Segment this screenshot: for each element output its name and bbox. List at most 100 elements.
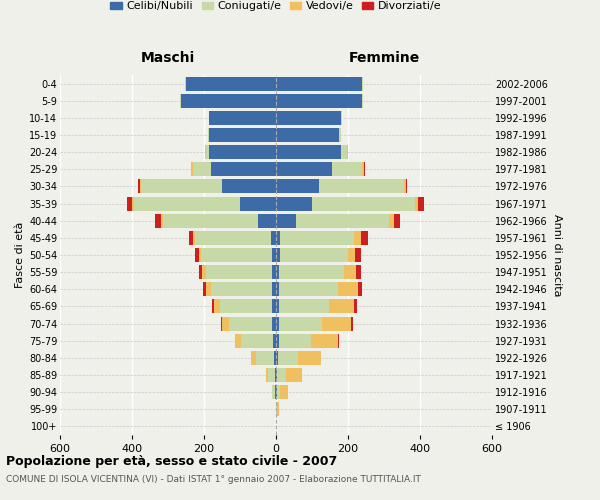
Bar <box>181 94 276 108</box>
Text: Femmine: Femmine <box>349 51 419 65</box>
Bar <box>140 180 141 194</box>
Bar <box>389 214 394 228</box>
Bar <box>138 180 140 194</box>
Bar <box>206 265 272 279</box>
Bar <box>276 180 319 194</box>
Bar <box>276 76 362 90</box>
Bar <box>329 300 355 314</box>
Bar <box>272 248 276 262</box>
Bar <box>276 111 341 125</box>
Bar <box>209 111 276 125</box>
Bar <box>355 248 361 262</box>
Bar <box>214 300 220 314</box>
Bar <box>212 300 214 314</box>
Bar <box>280 385 287 399</box>
Bar <box>279 316 322 330</box>
Bar <box>276 282 279 296</box>
Bar <box>276 162 332 176</box>
Bar <box>277 368 286 382</box>
Bar <box>279 334 311 347</box>
Bar <box>276 231 280 245</box>
Bar <box>179 94 181 108</box>
Bar <box>279 265 344 279</box>
Bar <box>276 248 280 262</box>
Bar <box>276 368 277 382</box>
Bar <box>332 162 362 176</box>
Bar <box>275 368 276 382</box>
Bar <box>355 300 358 314</box>
Bar <box>229 316 272 330</box>
Bar <box>276 334 279 347</box>
Bar <box>268 368 275 382</box>
Bar <box>274 351 276 365</box>
Legend: Celibi/Nubili, Coniugati/e, Vedovi/e, Divorziati/e: Celibi/Nubili, Coniugati/e, Vedovi/e, Di… <box>110 2 442 12</box>
Bar <box>222 316 229 330</box>
Text: Maschi: Maschi <box>141 51 195 65</box>
Bar <box>354 231 361 245</box>
Bar <box>272 282 276 296</box>
Bar <box>338 282 358 296</box>
Bar <box>211 162 276 176</box>
Y-axis label: Anni di nascita: Anni di nascita <box>551 214 562 296</box>
Bar <box>193 162 211 176</box>
Bar <box>276 145 341 159</box>
Bar <box>202 248 272 262</box>
Bar <box>279 300 329 314</box>
Bar <box>319 180 404 194</box>
Bar <box>272 316 276 330</box>
Bar <box>338 334 339 347</box>
Bar <box>258 214 276 228</box>
Bar <box>189 231 193 245</box>
Bar <box>364 162 365 176</box>
Bar <box>221 316 222 330</box>
Bar <box>276 128 339 142</box>
Bar <box>361 231 368 245</box>
Bar <box>222 180 276 194</box>
Bar <box>276 385 277 399</box>
Bar <box>406 180 407 194</box>
Text: COMUNE DI ISOLA VICENTINA (VI) - Dati ISTAT 1° gennaio 2007 - Elaborazione TUTTI: COMUNE DI ISOLA VICENTINA (VI) - Dati IS… <box>6 475 421 484</box>
Bar <box>209 145 276 159</box>
Bar <box>206 282 211 296</box>
Bar <box>347 145 348 159</box>
Bar <box>206 145 209 159</box>
Bar <box>276 351 278 365</box>
Bar <box>344 265 356 279</box>
Bar <box>341 145 347 159</box>
Y-axis label: Fasce di età: Fasce di età <box>14 222 25 288</box>
Bar <box>185 76 186 90</box>
Text: Popolazione per età, sesso e stato civile - 2007: Popolazione per età, sesso e stato civil… <box>6 455 337 468</box>
Bar <box>272 385 275 399</box>
Bar <box>277 385 280 399</box>
Bar <box>256 351 274 365</box>
Bar <box>356 265 361 279</box>
Bar <box>276 316 279 330</box>
Bar <box>193 231 195 245</box>
Bar <box>404 180 406 194</box>
Bar <box>278 351 298 365</box>
Bar <box>155 214 161 228</box>
Bar <box>271 231 276 245</box>
Bar <box>362 94 363 108</box>
Bar <box>362 162 364 176</box>
Bar <box>286 368 302 382</box>
Bar <box>211 282 272 296</box>
Bar <box>195 231 271 245</box>
Bar <box>339 128 341 142</box>
Bar <box>280 248 348 262</box>
Bar <box>208 128 209 142</box>
Bar <box>199 265 202 279</box>
Bar <box>134 196 240 210</box>
Bar <box>358 282 362 296</box>
Bar <box>195 248 199 262</box>
Bar <box>161 214 163 228</box>
Bar <box>351 316 353 330</box>
Bar <box>277 402 279 416</box>
Bar <box>322 316 351 330</box>
Bar <box>235 334 241 347</box>
Bar <box>220 300 272 314</box>
Bar <box>209 128 276 142</box>
Bar <box>298 351 321 365</box>
Bar <box>163 214 258 228</box>
Bar <box>272 300 276 314</box>
